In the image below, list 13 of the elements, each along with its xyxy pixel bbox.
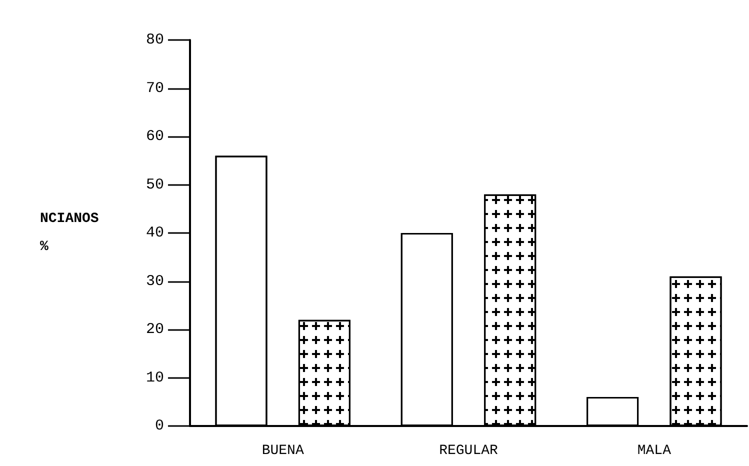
y-tick-label: 40	[146, 224, 164, 242]
x-tick-label: BUENA	[262, 443, 304, 459]
y-tick-label: 80	[146, 32, 164, 48]
y-axis-title: NCIANOS %	[40, 211, 99, 255]
y-tick-label: 30	[146, 272, 164, 290]
y-tick-label: 10	[146, 369, 164, 386]
y-tick-label: 70	[146, 80, 164, 97]
x-tick-label: MALA	[637, 443, 672, 459]
y-tick-label: 50	[146, 176, 164, 194]
y-tick-label: 20	[146, 321, 164, 338]
y-tick-label: 0	[154, 418, 164, 434]
y-tick-label: 60	[146, 128, 164, 145]
x-tick-label: REGULAR	[439, 443, 498, 459]
